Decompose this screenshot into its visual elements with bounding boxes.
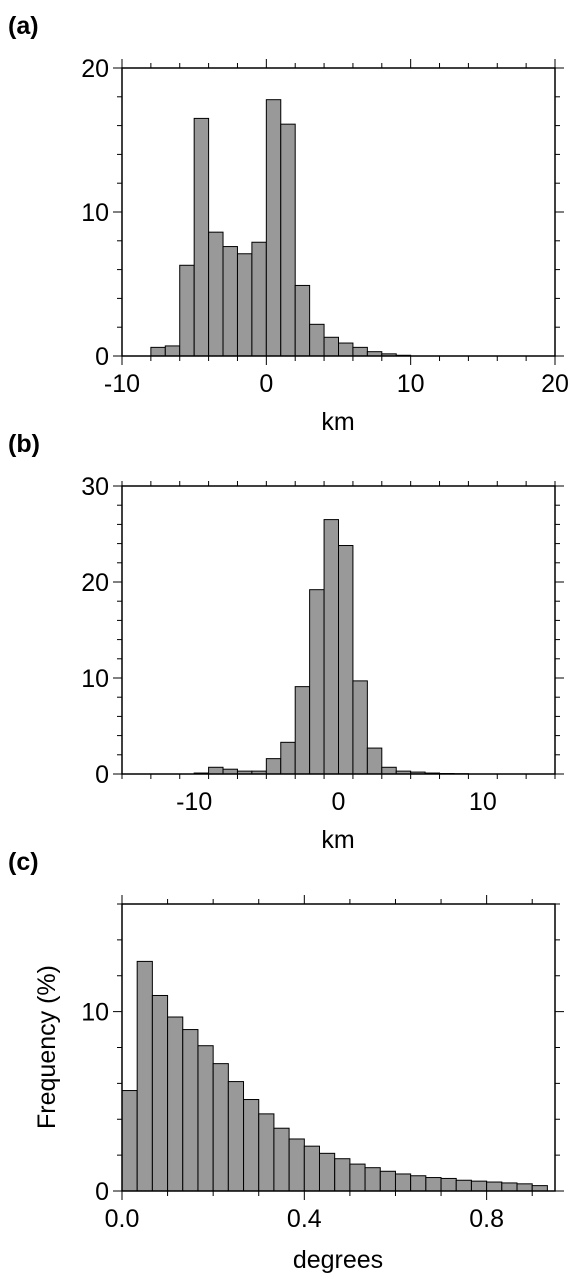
panel-b-xtick-label: 0 — [332, 788, 346, 816]
panel-c-bar — [486, 1181, 503, 1192]
panel-c-bar — [349, 1163, 366, 1192]
panel-c-bar — [258, 1113, 275, 1192]
panel-a-bar — [222, 246, 238, 357]
panel-a-ytick-label: 20 — [81, 55, 109, 83]
plot-b: -10 0 10 0 10 20 30 — [81, 473, 564, 816]
panel-b-bar — [208, 766, 224, 775]
panel-c-bar — [440, 1177, 457, 1192]
panel-a-bar — [179, 264, 195, 357]
panel-b-bar — [280, 741, 296, 775]
panel-b-xlabel: km — [321, 826, 354, 854]
panel-a-letter: (a) — [8, 12, 39, 40]
panel-c: (c) 0.0 0.4 0.8 0 10 degrees Frequency (%) — [8, 848, 564, 1274]
panel-a-bar — [294, 284, 311, 357]
panel-c-bar — [288, 1138, 305, 1192]
panel-b-bar — [352, 680, 368, 775]
panel-b-ytick-label: 0 — [95, 761, 109, 789]
panel-c-bar — [410, 1175, 427, 1192]
panel-a-bar — [164, 345, 181, 357]
panel-b-xtick-label: -10 — [176, 788, 212, 816]
panel-a-xtick-label: -10 — [104, 370, 140, 398]
panel-a-bar — [265, 99, 282, 357]
panel-a-bar — [338, 342, 354, 357]
panel-b-ytick-label: 30 — [81, 473, 109, 501]
panel-b-xtick-label: 10 — [469, 788, 497, 816]
panel-b-bar — [265, 758, 282, 775]
panel-c-bar — [167, 1016, 184, 1192]
panel-a-bar — [309, 323, 325, 357]
panel-b-bar — [338, 545, 354, 775]
panel-a-bar — [236, 253, 253, 357]
panel-c-xlabel: degrees — [293, 1246, 383, 1274]
panel-b-bar — [294, 686, 311, 775]
panel-a-bar — [280, 123, 296, 357]
panel-a-bar — [251, 241, 267, 357]
panel-b-bar — [381, 766, 397, 775]
panel-b-bar — [309, 589, 325, 775]
panel-c-xtick-label: 0.4 — [287, 1205, 322, 1233]
panel-a-xlabel: km — [321, 408, 354, 436]
panel-a-bar — [352, 346, 368, 357]
panel-a-bar — [208, 231, 224, 357]
panel-c-bar — [334, 1158, 351, 1192]
panel-c-bar — [197, 1045, 214, 1192]
panel-c-xtick-label: 0.0 — [105, 1205, 140, 1233]
panel-c-bar — [243, 1099, 260, 1192]
panel-b-bar — [366, 747, 383, 775]
panel-c-letter: (c) — [8, 848, 39, 876]
panel-c-bar — [501, 1182, 518, 1192]
panel-a-xtick-label: 10 — [397, 370, 425, 398]
panel-c-bar — [364, 1167, 381, 1192]
panel-b-bar — [323, 519, 340, 775]
panel-c-ylabel: Frequency (%) — [33, 965, 61, 1129]
panel-c-xtick-label: 0.8 — [469, 1205, 504, 1233]
panel-a-xtick-label: 20 — [541, 370, 569, 398]
panel-c-bar — [318, 1152, 336, 1192]
panel-c-bar — [455, 1179, 472, 1192]
panel-b-letter: (b) — [8, 430, 40, 458]
panel-c-bar — [212, 1063, 229, 1192]
panel-a-ytick-label: 10 — [81, 199, 109, 227]
panel-b-ytick-label: 20 — [81, 569, 109, 597]
panel-c-bar — [303, 1145, 321, 1192]
panel-c-bar — [470, 1180, 488, 1192]
panel-b-ytick-label: 10 — [81, 665, 109, 693]
panel-a-bar — [150, 346, 166, 357]
panel-c-bar — [425, 1177, 442, 1192]
panel-c-bar — [227, 1081, 245, 1192]
panel-a-xtick-label: 0 — [259, 370, 273, 398]
panel-c-bar — [182, 1029, 199, 1192]
panel-a-ytick-label: 0 — [95, 343, 109, 371]
panel-c-ytick-label: 10 — [81, 999, 109, 1027]
panel-a-bar — [323, 336, 340, 357]
panel-b: (b) -10 0 10 0 10 20 30 km — [8, 430, 564, 854]
panel-c-bar — [273, 1127, 290, 1192]
panel-b-frame — [121, 485, 556, 775]
panel-c-bar — [379, 1170, 396, 1192]
panel-a-bar — [193, 117, 210, 357]
panel-c-bar — [531, 1185, 548, 1192]
panel-c-bar — [516, 1183, 533, 1192]
panel-c-bar — [121, 1090, 138, 1192]
panel-c-bar — [394, 1173, 412, 1192]
panel-c-bar — [136, 960, 153, 1192]
panel-c-bar — [151, 994, 169, 1192]
panel-c-ytick-label: 0 — [95, 1178, 109, 1206]
plot-c: 0.0 0.4 0.8 0 10 — [81, 895, 564, 1233]
